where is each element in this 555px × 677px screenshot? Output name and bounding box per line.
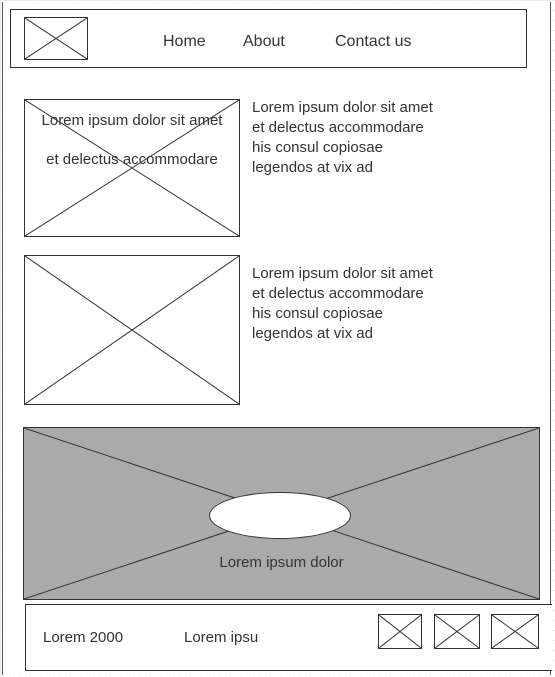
image-overlay-line-1: Lorem ipsum dolor sit amet xyxy=(41,112,223,129)
footer-icon-3-image-placeholder-icon[interactable] xyxy=(491,614,539,649)
footer-copyright: Lorem 2000 xyxy=(43,629,124,646)
footer-icon-1-image-placeholder-icon[interactable] xyxy=(378,614,422,649)
banner-ellipse[interactable] xyxy=(209,492,351,539)
nav-contact-link[interactable]: Contact us xyxy=(335,33,412,50)
image-overlay-line-2: et delectus accommodare xyxy=(46,151,218,168)
header-bar xyxy=(10,9,527,68)
content-text-1: Lorem ipsum dolor sit amet et delectus a… xyxy=(252,99,433,176)
logo-image-placeholder-icon[interactable] xyxy=(24,17,88,60)
content-image-1-placeholder: Lorem ipsum dolor sit amet et delectus a… xyxy=(24,99,240,237)
banner-caption: Lorem ipsum dolor xyxy=(219,554,344,571)
content-text-2: Lorem ipsum dolor sit amet et delectus a… xyxy=(252,265,433,342)
nav-about-link[interactable]: About xyxy=(243,33,285,50)
image-placeholder-icon xyxy=(25,256,239,404)
image-placeholder-icon xyxy=(25,100,239,236)
banner-image-placeholder: Lorem ipsum dolor xyxy=(23,427,540,600)
nav-home-link[interactable]: Home xyxy=(163,33,206,50)
footer-icon-2-image-placeholder-icon[interactable] xyxy=(434,614,480,649)
content-image-2-placeholder xyxy=(24,255,240,405)
footer-text: Lorem ipsu xyxy=(184,629,259,646)
